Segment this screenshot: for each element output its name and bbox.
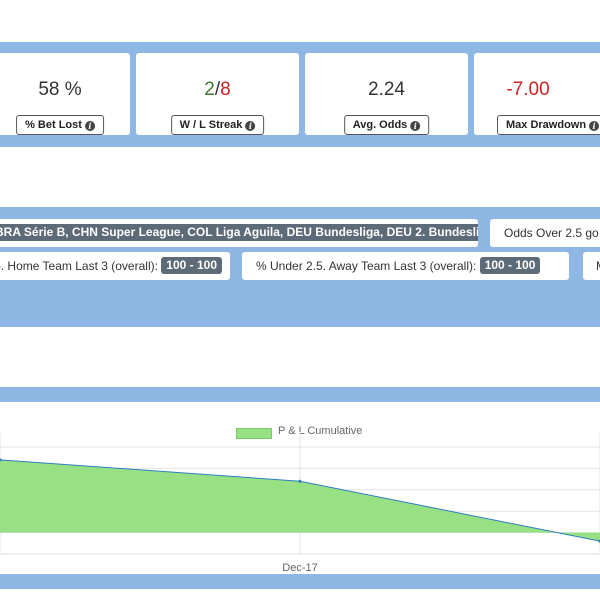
wl-streak-label[interactable]: W / L Streak i [170,115,265,135]
odds-filter-chip[interactable]: Odds Over 2.5 go [490,219,600,247]
stat-card-wl-streak: 2/8 W / L Streak i [136,53,299,135]
info-icon[interactable]: i [589,121,600,131]
max-drawdown-value: -7.00 [506,79,550,100]
pl-point [298,479,302,483]
pl-chart: Dec-17 [0,432,600,574]
away-under-filter-chip[interactable]: % Under 2.5. Away Team Last 3 (overall):… [242,252,569,280]
streak-separator: / [214,79,221,100]
loss-streak-value: 8 [220,79,231,100]
league-filter-chip[interactable]: BRA Série B, CHN Super League, COL Liga … [0,219,478,247]
odds-filter-label: Odds Over 2.5 go [504,226,599,240]
win-streak-value: 2 [204,79,215,100]
home-under-label: % Under 2.5. Home Team Last 3 (overall): [0,259,158,273]
away-under-range: 100 - 100 [479,257,541,274]
away-under-label: % Under 2.5. Away Team Last 3 (overall): [256,259,477,273]
info-icon[interactable]: i [84,121,95,131]
info-icon[interactable]: i [245,121,256,131]
extra-filter-label: M [596,259,600,273]
pl-point [0,458,2,462]
info-icon[interactable]: i [410,121,421,131]
legend-swatch[interactable] [236,428,272,439]
x-tick-label: Dec-17 [282,562,317,574]
avg-odds-label[interactable]: Avg. Odds i [343,115,430,135]
stat-card-max-drawdown: -7.00 Max Drawdown i [474,53,600,135]
stat-card-bet-lost: 58 % % Bet Lost i [0,53,130,135]
pl-chart-panel: P & L Cumulative Dec-17 [0,402,600,574]
home-under-range: 100 - 100 [161,257,222,274]
chart-band: P & L Cumulative Dec-17 [0,387,600,589]
league-filter-tag: BRA Série B, CHN Super League, COL Liga … [0,224,478,241]
legend-label[interactable]: P & L Cumulative [278,425,363,437]
extra-filter-chip[interactable]: M [583,252,600,280]
wl-streak-value: 2/8 [136,79,299,101]
home-under-filter-chip[interactable]: % Under 2.5. Home Team Last 3 (overall):… [0,252,230,280]
avg-odds-value: 2.24 [368,79,405,100]
filters-band: BRA Série B, CHN Super League, COL Liga … [0,207,600,327]
pl-area [0,459,600,542]
max-drawdown-label[interactable]: Max Drawdown i [497,115,600,135]
stat-card-avg-odds: 2.24 Avg. Odds i [305,53,468,135]
stats-band: 58 % % Bet Lost i 2/8 W / L Streak i 2.24 … [0,42,600,147]
bet-lost-label[interactable]: % Bet Lost i [16,115,104,135]
bet-lost-value: 58 % [38,79,82,100]
